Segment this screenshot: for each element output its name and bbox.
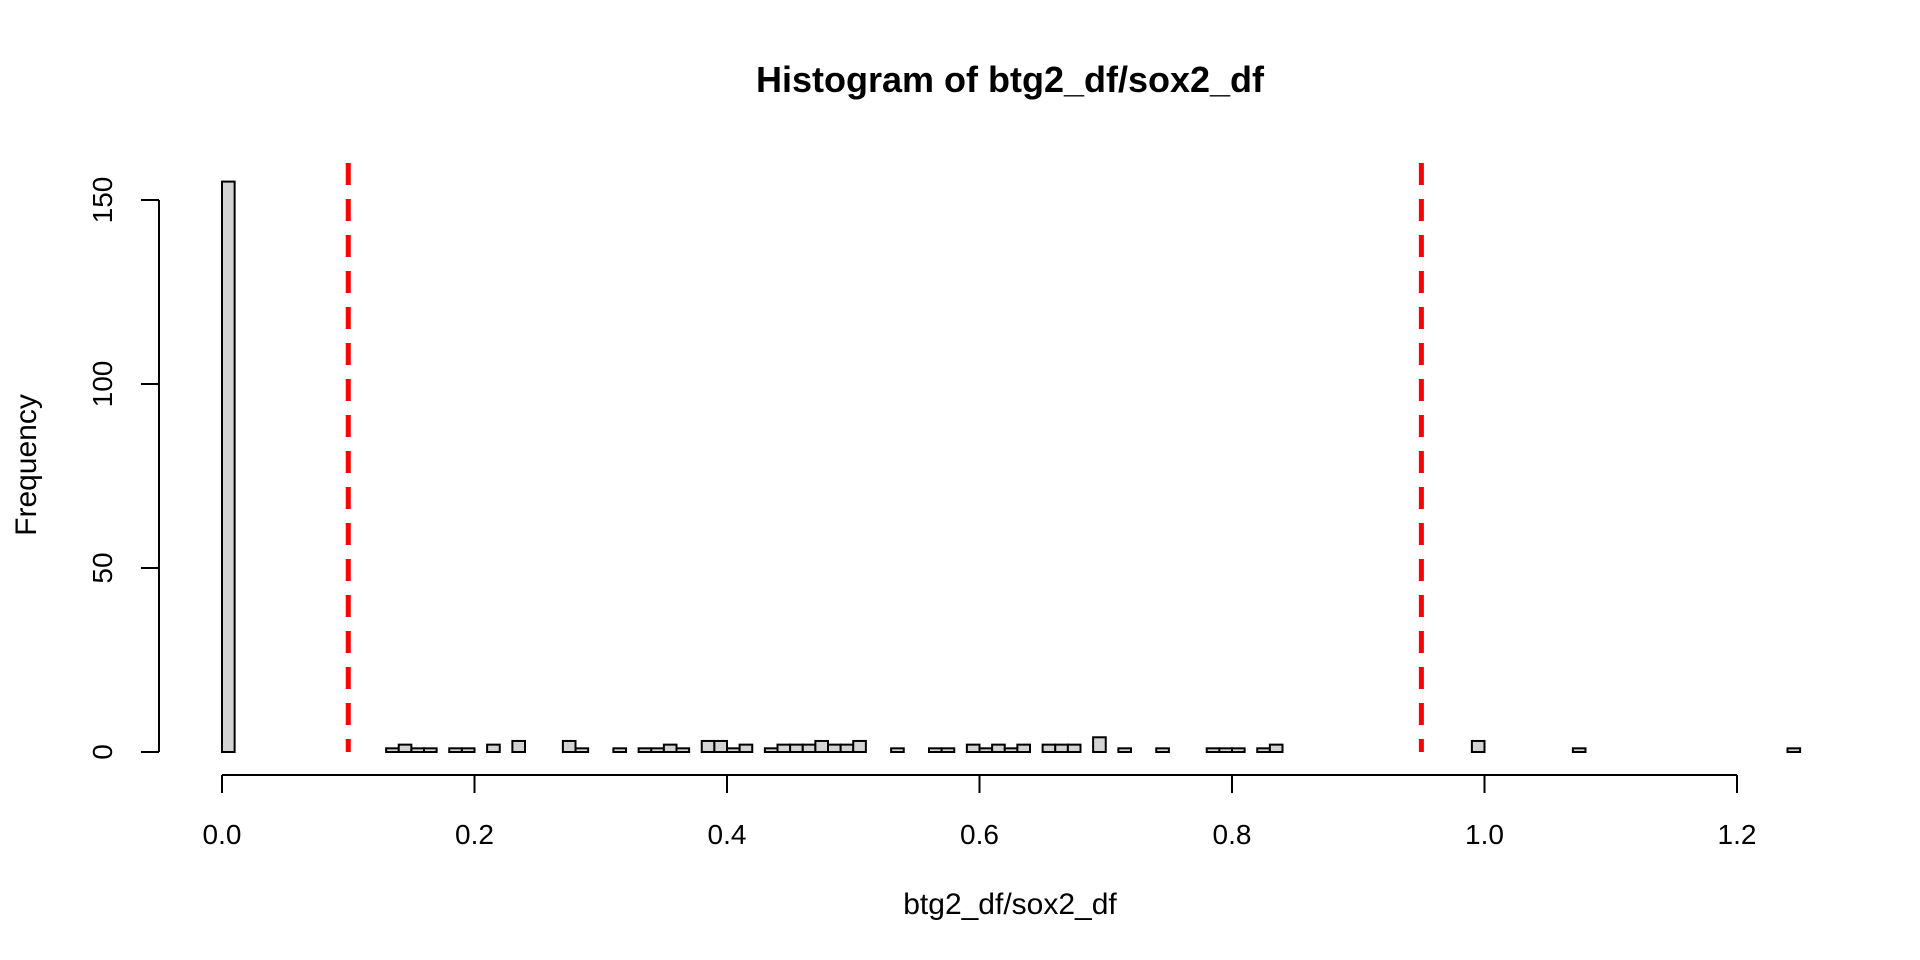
histogram-bar [1571, 747, 1587, 754]
histogram-bar [1218, 747, 1233, 754]
histogram-bar [1470, 739, 1486, 754]
x-axis: 0.0 0.2 0.4 0.6 0.8 1.0 1.2 [203, 774, 1757, 850]
histogram-bar [763, 747, 779, 754]
histogram-bar [890, 747, 905, 754]
histogram-bar [827, 743, 842, 754]
chart-title: Histogram of btg2_df/sox2_df [756, 59, 1265, 100]
histogram-bar [965, 743, 981, 754]
histogram-bar [726, 747, 741, 754]
histogram-bar [561, 739, 577, 754]
x-axis-label: btg2_df/sox2_df [903, 888, 1117, 921]
histogram-bar [852, 739, 867, 754]
histogram-bar [1054, 743, 1069, 754]
x-tick-label: 0.2 [455, 819, 494, 850]
histogram-bar [713, 739, 728, 754]
histogram-bar [574, 747, 590, 754]
histogram-bar [1041, 743, 1057, 754]
y-tick-label: 50 [87, 552, 118, 583]
x-tick-label: 1.2 [1718, 819, 1757, 850]
histogram-bar [1016, 743, 1031, 754]
histogram-bar [738, 743, 754, 754]
y-tick-label: 0 [87, 744, 118, 760]
histogram-bar [839, 743, 855, 754]
histogram-bar [397, 743, 413, 754]
histogram-bar [1231, 747, 1246, 754]
histogram-bar [423, 747, 438, 754]
y-axis: 0 50 100 150 [87, 177, 160, 760]
histogram-bars [221, 180, 1802, 754]
x-tick-label: 0.8 [1213, 819, 1252, 850]
histogram-bar [448, 747, 463, 754]
histogram-bar [460, 747, 476, 754]
histogram-bar [675, 747, 691, 754]
histogram-bar [486, 743, 501, 754]
y-axis-label: Frequency [10, 394, 43, 536]
histogram-bar [940, 747, 956, 754]
histogram-bar [1092, 736, 1107, 754]
histogram-bar [978, 747, 994, 754]
histogram-bar [814, 739, 829, 754]
histogram-bar [1786, 747, 1802, 754]
histogram-bar [221, 180, 236, 754]
histogram-bar [511, 739, 526, 754]
histogram-bar [1066, 743, 1082, 754]
y-tick-label: 100 [87, 361, 118, 408]
y-tick-label: 150 [87, 177, 118, 224]
histogram-bar [789, 743, 804, 754]
histogram-bar [385, 747, 400, 754]
histogram-bar [1117, 747, 1132, 754]
histogram-bar [801, 743, 817, 754]
x-tick-label: 0.0 [203, 819, 242, 850]
x-tick-label: 1.0 [1465, 819, 1504, 850]
histogram-bar [650, 747, 665, 754]
histogram-bar [662, 743, 678, 754]
reference-lines [345, 163, 1424, 752]
x-tick-label: 0.4 [708, 819, 747, 850]
histogram-bar [637, 747, 653, 754]
histogram-bar [991, 743, 1006, 754]
histogram-bar [1003, 747, 1019, 754]
histogram-bar [1155, 747, 1170, 754]
histogram-bar [776, 743, 792, 754]
histogram-bar [410, 747, 425, 754]
x-tick-label: 0.6 [960, 819, 999, 850]
histogram-bar [1268, 743, 1284, 754]
histogram-bar [1205, 747, 1221, 754]
histogram-bar [612, 747, 627, 754]
histogram-bar [1256, 747, 1271, 754]
histogram-bar [700, 739, 716, 754]
histogram-bar [928, 747, 943, 754]
